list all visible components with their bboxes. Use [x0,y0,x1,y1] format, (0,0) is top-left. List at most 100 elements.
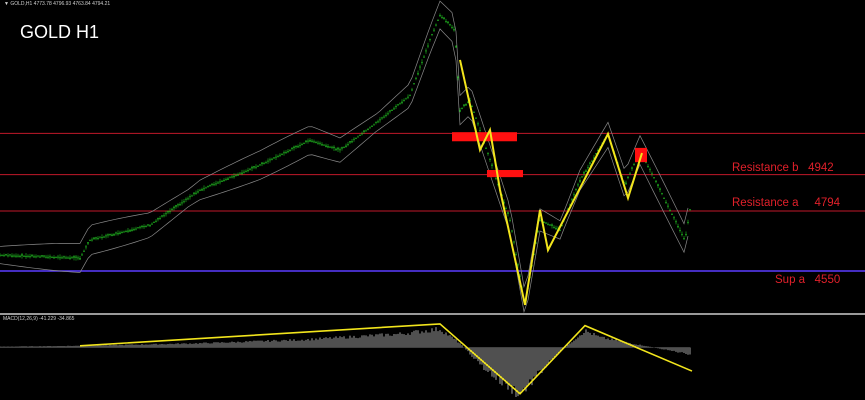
candle [667,205,669,207]
candle [303,143,305,145]
candle [625,182,627,185]
candle [189,196,191,198]
candle [163,215,165,217]
candle [239,172,241,174]
candle [573,194,575,196]
candle [185,198,187,200]
candle [477,123,479,125]
candle [685,234,687,236]
macd-trend-line [79,323,693,395]
candle [221,180,223,182]
candle [585,170,587,172]
candle [265,162,267,164]
candle [139,226,141,228]
candle [645,162,647,164]
candle [333,146,335,149]
candle [225,179,227,181]
candle [351,141,353,143]
candle [43,255,45,257]
candle [247,170,249,172]
candle [177,204,179,206]
candle [251,166,253,169]
candle [65,257,67,259]
candle [27,255,29,257]
candle [105,235,107,237]
candle [449,24,451,26]
candle [127,230,129,232]
candle [0,254,1,256]
candle [281,154,283,156]
candle [295,145,297,148]
candle [669,209,671,212]
candle [689,209,691,211]
candle [463,104,465,107]
candle [627,176,629,179]
candle [431,34,433,36]
candle [99,236,101,238]
candle [123,231,125,233]
candle [317,142,319,144]
candle [75,256,77,258]
candle [121,232,123,234]
candle [663,197,665,199]
candle [67,257,69,259]
candle [233,175,235,178]
candle [155,220,157,222]
candle [103,236,105,238]
candle [507,212,509,214]
candle [579,180,581,182]
candle [673,217,675,219]
candle [297,146,299,148]
candle [533,253,535,256]
candle [575,188,577,191]
candle [93,237,95,240]
candle [443,17,445,19]
candle [285,151,287,153]
candle [537,231,539,233]
candle [485,147,487,149]
zone-box [487,170,523,178]
candle [5,253,7,256]
candle [665,201,667,203]
lower-band [0,28,689,314]
candle [375,121,377,123]
candle [467,101,469,103]
candle [7,255,9,257]
candle [283,152,285,154]
candle [61,257,63,259]
candle [181,202,183,204]
candle [243,171,245,173]
candle [683,238,685,240]
candle [337,147,339,150]
candle [77,257,79,259]
candle [371,125,373,127]
candle [383,116,385,118]
candle [509,219,511,221]
level-name: Resistance a [732,197,799,209]
candle [347,144,349,146]
candle [651,173,653,175]
candle [17,255,19,257]
candle [661,193,663,195]
candle [453,28,455,31]
candle [209,184,211,186]
candle [49,256,51,258]
candle [543,221,545,224]
candle [169,210,171,212]
candle [417,73,419,75]
candle [571,199,573,201]
candle [581,176,583,178]
candle [339,149,341,151]
candle [327,146,329,148]
candle [173,206,175,209]
candle [33,256,35,258]
candle [561,224,563,227]
candle [83,250,85,252]
candle [597,149,599,152]
candle [325,145,327,148]
candle [549,224,551,226]
candle [147,224,149,226]
candle [429,39,431,41]
